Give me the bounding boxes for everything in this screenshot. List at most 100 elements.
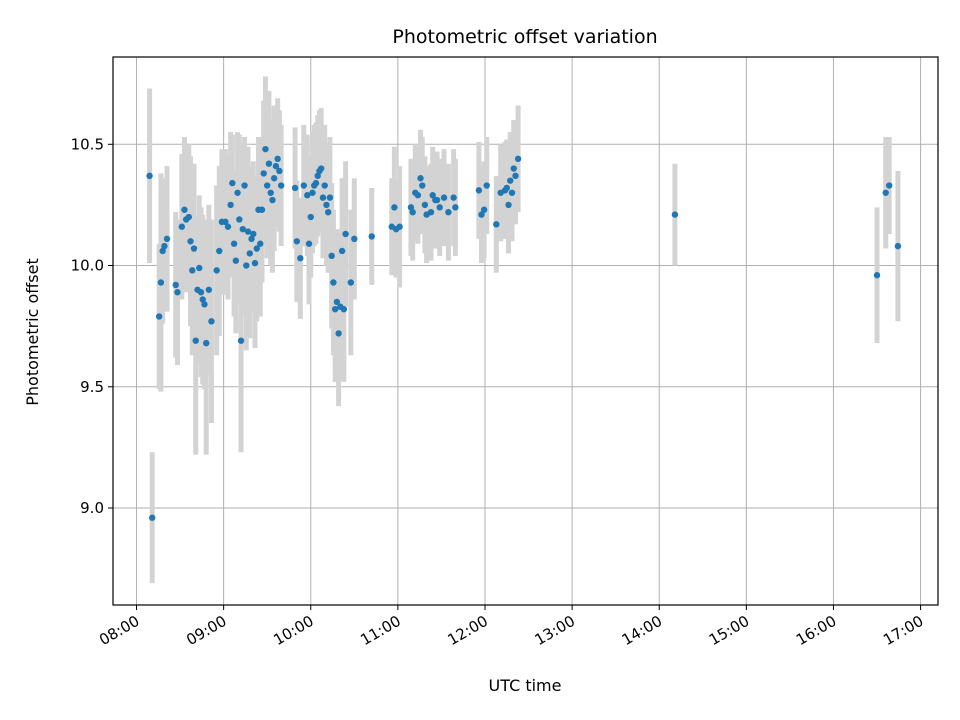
data-point — [149, 514, 156, 521]
data-point — [237, 337, 245, 344]
data-point — [478, 211, 485, 218]
data-point — [187, 238, 194, 245]
data-point — [452, 204, 459, 211]
data-point — [319, 194, 327, 201]
data-point — [445, 208, 452, 216]
data-point — [318, 165, 325, 172]
data-point — [157, 279, 165, 286]
data-point — [429, 192, 436, 199]
data-point — [347, 279, 355, 286]
data-point — [196, 264, 203, 272]
data-point — [267, 189, 274, 196]
data-point — [508, 189, 516, 196]
data-point — [197, 289, 205, 296]
y-tick-label: 10.5 — [71, 135, 104, 153]
y-axis-label: Photometric offset — [23, 258, 42, 406]
data-point — [230, 240, 238, 247]
data-point — [326, 194, 334, 201]
data-point — [229, 179, 236, 187]
data-points — [146, 145, 902, 521]
data-point — [181, 206, 188, 213]
data-point — [241, 182, 248, 189]
data-point — [291, 184, 299, 192]
data-point — [512, 172, 519, 180]
data-point — [222, 218, 229, 226]
data-point — [269, 196, 276, 204]
data-point — [324, 208, 332, 216]
data-point — [450, 194, 457, 201]
data-point — [293, 238, 301, 245]
data-point — [671, 211, 679, 218]
data-point — [335, 330, 342, 337]
data-point — [407, 204, 415, 211]
data-point — [873, 272, 881, 279]
data-point — [351, 235, 358, 243]
data-point — [330, 279, 337, 286]
data-point — [427, 208, 435, 216]
data-point — [146, 172, 153, 180]
data-point — [483, 182, 490, 189]
data-point — [307, 213, 314, 221]
data-point — [510, 165, 517, 172]
data-point — [436, 204, 443, 211]
data-point — [192, 337, 199, 344]
data-point — [236, 216, 243, 223]
data-point — [251, 259, 259, 267]
data-point — [396, 223, 403, 230]
data-point — [243, 262, 250, 269]
data-point — [276, 167, 283, 175]
data-point — [201, 301, 208, 308]
data-point — [163, 235, 171, 243]
plot-frame — [112, 56, 939, 606]
data-point — [894, 242, 902, 250]
data-point — [338, 247, 346, 255]
data-point — [433, 196, 441, 204]
data-point — [475, 187, 483, 194]
y-axis-ticks: 9.0 9.5 10.0 10.5 — [71, 135, 113, 517]
data-point — [227, 201, 234, 209]
data-point — [155, 313, 163, 320]
data-point — [270, 175, 278, 182]
y-tick-label: 9.5 — [80, 378, 104, 396]
data-point — [234, 189, 241, 196]
data-point — [309, 189, 316, 196]
data-point — [159, 247, 166, 255]
data-point — [314, 172, 321, 180]
data-point — [216, 247, 223, 255]
data-point — [262, 145, 269, 153]
data-point — [493, 221, 500, 228]
data-point — [185, 213, 192, 221]
y-tick-label: 9.0 — [80, 499, 104, 517]
data-point — [232, 257, 240, 264]
data-point — [199, 296, 206, 303]
data-point — [258, 206, 266, 213]
data-point — [300, 182, 307, 189]
data-point — [263, 182, 271, 189]
data-point — [265, 160, 273, 167]
data-point — [208, 318, 215, 325]
data-point — [328, 252, 335, 260]
data-point — [248, 235, 255, 243]
data-point — [274, 155, 281, 163]
data-point — [333, 298, 341, 306]
chart-title: Photometric offset variation — [392, 26, 657, 48]
y-tick-label: 10.0 — [71, 257, 104, 275]
data-point — [190, 245, 198, 252]
data-point — [419, 182, 426, 189]
data-point — [161, 242, 168, 250]
data-point — [244, 228, 252, 235]
data-point — [480, 206, 488, 213]
data-point — [514, 155, 522, 163]
data-point — [246, 250, 253, 257]
data-point — [213, 267, 220, 274]
data-point — [172, 281, 179, 289]
data-point — [507, 177, 514, 184]
data-point — [312, 179, 320, 187]
data-point — [323, 201, 330, 209]
data-point — [205, 286, 213, 293]
data-point — [305, 240, 313, 247]
data-point — [203, 339, 210, 347]
data-point — [414, 192, 422, 199]
data-point — [440, 194, 448, 201]
